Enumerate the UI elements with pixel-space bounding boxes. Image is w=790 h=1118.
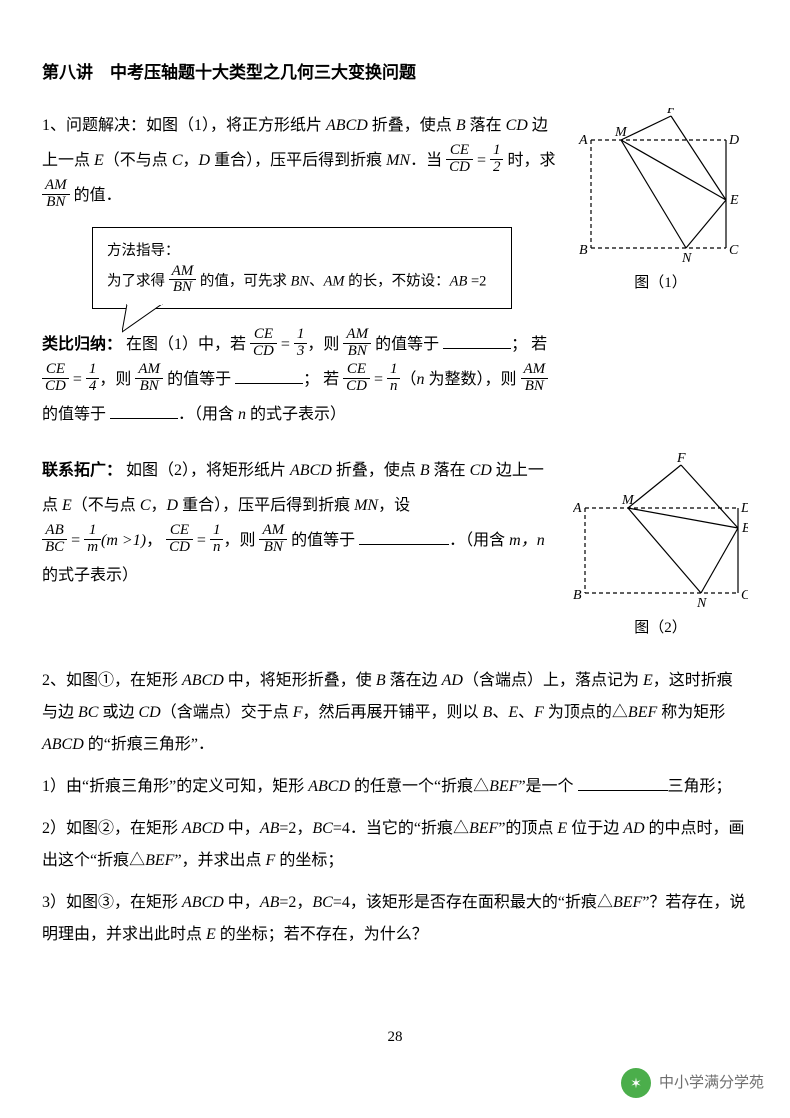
svg-text:C: C xyxy=(729,243,739,258)
frac-ce-cd: CECD xyxy=(446,143,473,176)
figure-2-svg: A D B C M N E F xyxy=(573,453,748,613)
figure-1-caption: 图（1） xyxy=(573,272,748,295)
blank xyxy=(235,367,303,385)
hint-body: 为了求得 AMBN 的值，可先求 BN、AM 的长，不妨设：AB =2 xyxy=(107,266,497,299)
txt: 时，求 xyxy=(507,152,555,169)
txt: ．当 xyxy=(410,152,446,169)
blank xyxy=(110,402,178,420)
blank xyxy=(443,332,511,350)
txt: 折叠，使点 xyxy=(368,117,456,134)
svg-text:B: B xyxy=(573,588,582,603)
svg-text:D: D xyxy=(728,133,739,148)
svg-text:E: E xyxy=(741,521,748,536)
leibi-para: 类比归纳： 在图（1）中，若 CECD = 13，则 AMBN 的值等于 ； 若… xyxy=(42,327,559,433)
lesson-title: 第八讲 中考压轴题十大类型之几何三大变换问题 xyxy=(42,60,748,86)
problem2-part3: 3）如图③，在矩形 ABCD 中，AB=2，BC=4，该矩形是否存在面积最大的“… xyxy=(42,887,748,951)
sym: CD xyxy=(506,117,528,134)
watermark-text: 中小学满分学苑 xyxy=(659,1072,764,1095)
txt: 的值． xyxy=(74,187,122,204)
svg-text:D: D xyxy=(740,501,748,516)
svg-text:M: M xyxy=(621,493,635,508)
figure-2-caption: 图（2） xyxy=(573,617,748,640)
lianxi-para: 联系拓广： 如图（2），将矩形纸片 ABCD 折叠，使点 B 落在 CD 边上一… xyxy=(42,453,559,594)
txt: 落在 xyxy=(466,117,506,134)
svg-text:M: M xyxy=(614,125,628,140)
svg-text:E: E xyxy=(729,193,739,208)
svg-text:N: N xyxy=(681,251,692,266)
frac-half: 12 xyxy=(490,143,504,176)
txt: 重合），压平后得到折痕 xyxy=(210,152,386,169)
lianxi-heading: 联系拓广： xyxy=(42,462,122,479)
sym: ABCD xyxy=(326,117,368,134)
lianxi-block: 联系拓广： 如图（2），将矩形纸片 ABCD 折叠，使点 B 落在 CD 边上一… xyxy=(42,453,748,640)
svg-text:A: A xyxy=(578,133,588,148)
hint-label: 方法指导： xyxy=(107,238,497,266)
figure-1-svg: A D B C M N E F xyxy=(576,108,746,268)
watermark: ✶ 中小学满分学苑 xyxy=(621,1068,764,1098)
problem2-intro: 2、如图①，在矩形 ABCD 中，将矩形折叠，使 B 落在边 AD（含端点）上，… xyxy=(42,665,748,761)
sym: C xyxy=(172,152,183,169)
hint-tail-icon xyxy=(122,304,172,334)
svg-text:B: B xyxy=(579,243,588,258)
problem1-block: 1、问题解决：如图（1），将正方形纸片 ABCD 折叠，使点 B 落在 CD 边… xyxy=(42,108,748,447)
hint-box: 方法指导： 为了求得 AMBN 的值，可先求 BN、AM 的长，不妨设：AB =… xyxy=(92,227,559,309)
sym: B xyxy=(456,117,466,134)
sym: MN xyxy=(386,152,410,169)
svg-text:F: F xyxy=(676,453,686,466)
txt: 1、问题解决：如图（1），将正方形纸片 xyxy=(42,117,326,134)
problem2-part2: 2）如图②，在矩形 ABCD 中，AB=2，BC=4．当它的“折痕△BEF”的顶… xyxy=(42,813,748,877)
problem1-text: 1、问题解决：如图（1），将正方形纸片 ABCD 折叠，使点 B 落在 CD 边… xyxy=(42,108,559,214)
txt: （不与点 xyxy=(104,152,172,169)
svg-text:A: A xyxy=(573,501,582,516)
blank xyxy=(578,774,668,792)
sym: E xyxy=(94,152,104,169)
svg-text:N: N xyxy=(696,596,707,611)
wechat-icon: ✶ xyxy=(621,1068,651,1098)
leibi-heading: 类比归纳： xyxy=(42,336,122,353)
page-number: 28 xyxy=(0,1026,790,1049)
blank xyxy=(359,527,449,545)
figure-1: A D B C M N E F 图（1） xyxy=(573,108,748,295)
frac-am-bn: AMBN xyxy=(42,178,70,211)
sym: D xyxy=(199,152,211,169)
svg-text:F: F xyxy=(666,108,676,117)
svg-text:C: C xyxy=(741,588,748,603)
problem2-part1: 1）由“折痕三角形”的定义可知，矩形 ABCD 的任意一个“折痕△BEF”是一个… xyxy=(42,771,748,803)
figure-2: A D B C M N E F 图（2） xyxy=(573,453,748,640)
txt: ， xyxy=(182,152,198,169)
